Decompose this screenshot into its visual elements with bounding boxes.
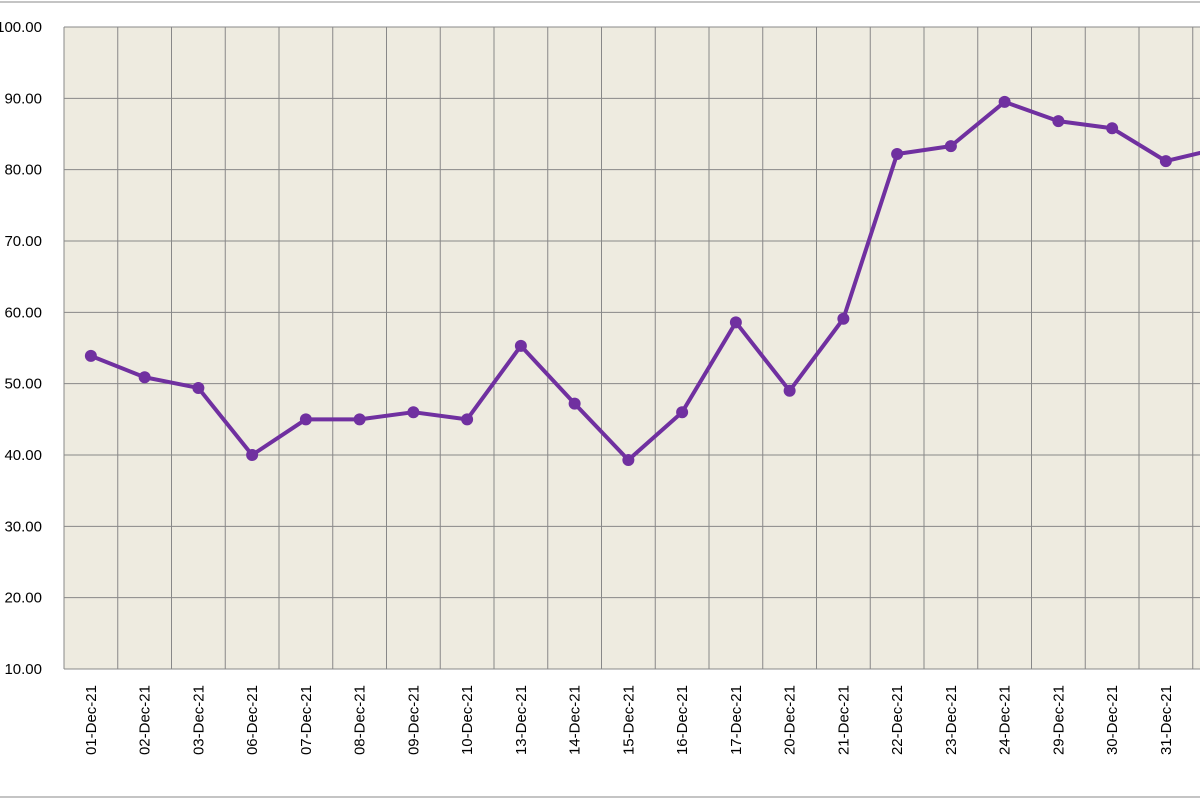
point <box>568 397 581 410</box>
x-tick-label: 17-Dec-21 <box>728 685 745 755</box>
point <box>407 406 420 419</box>
y-tick-label: 70.00 <box>4 233 42 250</box>
point <box>514 339 527 352</box>
x-tick-label: 20-Dec-21 <box>782 685 799 755</box>
point <box>192 381 205 394</box>
y-tick-label: 90.00 <box>4 90 42 107</box>
point <box>622 453 635 466</box>
x-tick-label: 13-Dec-21 <box>513 685 530 755</box>
x-tick-label: 14-Dec-21 <box>567 685 584 755</box>
y-tick-label: 50.00 <box>4 376 42 393</box>
point <box>783 384 796 397</box>
x-tick-label: 09-Dec-21 <box>405 685 422 755</box>
point <box>299 413 312 426</box>
x-tick-label: 01-Dec-21 <box>83 685 100 755</box>
point <box>84 349 97 362</box>
point <box>461 413 474 426</box>
point <box>246 449 259 461</box>
y-tick-label: 40.00 <box>4 447 42 464</box>
point <box>353 413 366 426</box>
x-tick-label: 30-Dec-21 <box>1104 685 1121 755</box>
point <box>1106 122 1119 135</box>
x-tick-label: 24-Dec-21 <box>997 685 1014 755</box>
x-tick-label: 29-Dec-21 <box>1050 685 1067 755</box>
y-tick-label: 20.00 <box>4 590 42 607</box>
x-tick-label: 02-Dec-21 <box>137 685 154 755</box>
point <box>891 147 904 160</box>
x-tick-label: 23-Dec-21 <box>943 685 960 755</box>
x-tick-label: 03-Dec-21 <box>190 685 207 755</box>
point <box>1159 155 1172 168</box>
y-tick-label: 10.00 <box>4 661 42 678</box>
x-tick-label: 10-Dec-21 <box>459 685 476 755</box>
point <box>944 140 957 153</box>
x-tick-label: 22-Dec-21 <box>889 685 906 755</box>
series-line <box>90 99 1200 462</box>
point <box>676 406 689 419</box>
y-tick-label: 60.00 <box>4 304 42 321</box>
point <box>138 371 151 384</box>
point <box>837 312 850 325</box>
plot-area <box>64 27 1200 669</box>
point <box>729 316 742 329</box>
y-tick-label: 100.00 <box>0 19 42 36</box>
x-tick-label: 07-Dec-21 <box>298 685 315 755</box>
x-tick-label: 08-Dec-21 <box>352 685 369 755</box>
x-tick-label: 31-Dec-21 <box>1158 685 1175 755</box>
point <box>998 95 1011 108</box>
x-tick-label: 16-Dec-21 <box>674 685 691 755</box>
y-tick-label: 30.00 <box>4 518 42 535</box>
x-tick-label: 06-Dec-21 <box>244 685 261 755</box>
point <box>1052 115 1065 128</box>
y-tick-label: 80.00 <box>4 162 42 179</box>
x-tick-label: 21-Dec-21 <box>835 685 852 755</box>
x-tick-label: 15-Dec-21 <box>620 685 637 755</box>
